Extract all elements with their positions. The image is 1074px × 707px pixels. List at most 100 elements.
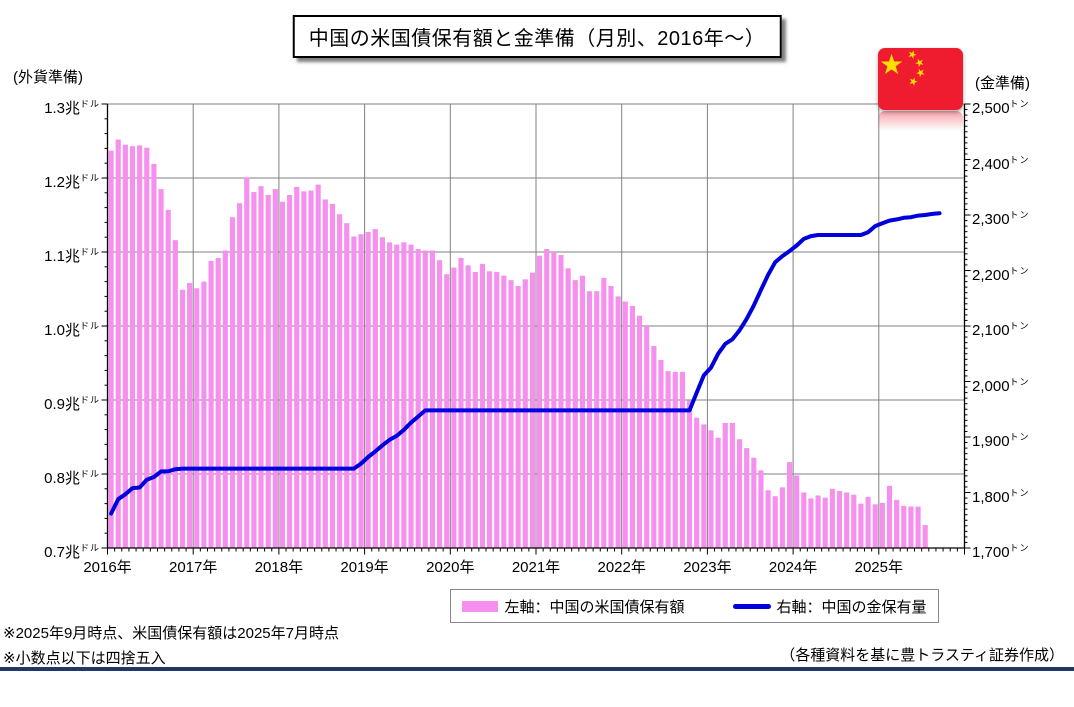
bar-us-treasury-holdings <box>922 525 928 548</box>
bar-us-treasury-holdings <box>465 265 471 548</box>
gold-reserves-line <box>109 211 942 516</box>
right-axis-tick-label: 1,800トン <box>972 487 1030 506</box>
bar-us-treasury-holdings <box>144 147 150 548</box>
bar-us-treasury-holdings <box>722 422 728 548</box>
bar-us-treasury-holdings <box>886 485 893 548</box>
left-axis-tick-label: 0.7兆ドル <box>44 543 100 561</box>
x-axis-tick-label: 2021年 <box>511 559 561 576</box>
bar-us-treasury-holdings <box>836 491 843 548</box>
bar-us-treasury-holdings <box>758 470 764 548</box>
chart-title: 中国の米国債保有額と金準備（月別、2016年～） <box>292 15 782 58</box>
bar-us-treasury-holdings <box>808 498 814 548</box>
legend-item-line: 右軸：中国の金保有量 <box>732 596 927 617</box>
bar-us-treasury-holdings <box>408 244 414 548</box>
bar-us-treasury-holdings <box>229 217 236 548</box>
x-axis-tick-label: 2016年 <box>83 559 132 576</box>
bar-us-treasury-holdings <box>729 422 735 548</box>
bar-us-treasury-holdings <box>208 260 214 548</box>
chart-plot <box>101 103 971 555</box>
bar-us-treasury-holdings <box>686 400 693 548</box>
x-axis-tick-label: 2022年 <box>597 559 646 576</box>
left-axis-header: (外貨準備) <box>13 69 83 86</box>
bar-us-treasury-holdings <box>622 301 628 548</box>
flag-star-icon: ★ <box>879 49 905 80</box>
bar-us-treasury-holdings <box>294 186 300 548</box>
bar-us-treasury-holdings <box>222 250 228 548</box>
left-axis-tick-label: 1.0兆ドル <box>44 321 100 339</box>
bar-us-treasury-holdings <box>201 281 207 548</box>
bar-us-treasury-holdings <box>694 417 700 548</box>
bar-us-treasury-holdings <box>194 288 200 548</box>
bar-us-treasury-holdings <box>122 144 128 548</box>
bar-us-treasury-holdings <box>715 437 721 548</box>
bar-us-treasury-holdings <box>794 475 800 548</box>
right-axis-tick-label: 2,500トン <box>972 99 1030 117</box>
right-axis-tick-label: 1,700トン <box>972 543 1030 561</box>
bar-us-treasury-holdings <box>801 492 807 548</box>
flag-star-icon: ★ <box>906 74 920 90</box>
bar-us-treasury-holdings <box>179 289 186 548</box>
bar-us-treasury-holdings <box>736 439 743 548</box>
bar-us-treasury-holdings <box>786 462 793 548</box>
bar-us-treasury-holdings <box>658 360 664 548</box>
bar-us-treasury-holdings <box>515 286 521 548</box>
bar-us-treasury-holdings <box>765 490 771 548</box>
bar-us-treasury-holdings <box>129 146 136 548</box>
bar-us-treasury-holdings <box>372 229 378 548</box>
bar-us-treasury-holdings <box>187 283 193 548</box>
bar-us-treasury-holdings <box>151 163 157 548</box>
bottom-rule <box>0 667 1074 671</box>
right-axis-tick-label: 2,400トン <box>972 154 1030 173</box>
bar-us-treasury-holdings <box>165 209 171 548</box>
bar-us-treasury-holdings <box>751 457 757 548</box>
bar-us-treasury-holdings <box>508 280 514 548</box>
footnote-rounding: ※小数点以下は四捨五入 <box>3 650 166 667</box>
x-axis-tick-label: 2017年 <box>169 559 218 576</box>
left-axis-tick-label: 0.9兆ドル <box>44 395 100 413</box>
bar-us-treasury-holdings <box>865 496 871 548</box>
x-axis-tick-label: 2018年 <box>254 559 304 576</box>
bar-us-treasury-holdings <box>558 254 564 548</box>
legend: 左軸：中国の米国債保有額 右軸：中国の金保有量 <box>450 589 939 623</box>
bar-us-treasury-holdings <box>594 291 600 548</box>
bar-us-treasury-holdings <box>636 315 643 548</box>
legend-label-bars: 左軸：中国の米国債保有額 <box>504 598 685 616</box>
x-axis-tick-label: 2024年 <box>768 559 818 576</box>
bar-us-treasury-holdings <box>415 249 421 549</box>
bar-us-treasury-holdings <box>422 250 428 548</box>
source-credit: （各種資料を基に豊トラスティ証券作成） <box>780 647 1064 664</box>
x-axis-tick-label: 2025年 <box>854 559 903 576</box>
bar-us-treasury-holdings <box>851 494 857 548</box>
bar-us-treasury-holdings <box>858 503 864 548</box>
bar-us-treasury-holdings <box>615 296 621 548</box>
bar-us-treasury-holdings <box>744 448 750 548</box>
bar-us-treasury-holdings <box>537 255 543 548</box>
legend-swatch-bar <box>462 600 499 612</box>
bar-us-treasury-holdings <box>137 145 143 548</box>
bar-us-treasury-holdings <box>279 201 286 548</box>
bar-us-treasury-holdings <box>315 184 321 548</box>
bar-us-treasury-holdings <box>844 492 850 548</box>
bar-us-treasury-holdings <box>394 244 400 548</box>
bar-us-treasury-holdings <box>237 203 243 548</box>
bar-us-treasury-holdings <box>915 506 921 548</box>
bar-us-treasury-holdings <box>879 502 885 548</box>
bar-us-treasury-holdings <box>629 306 635 548</box>
bar-us-treasury-holdings <box>344 223 350 548</box>
bar-us-treasury-holdings <box>901 505 907 548</box>
left-axis-tick-label: 1.1兆ドル <box>44 247 100 265</box>
bar-us-treasury-holdings <box>822 497 828 548</box>
bar-us-treasury-holdings <box>401 242 407 548</box>
right-axis-header: (金準備) <box>975 75 1030 92</box>
legend-item-bars: 左軸：中国の米国債保有額 <box>462 596 685 617</box>
x-axis-tick-label: 2019年 <box>340 559 389 576</box>
bar-us-treasury-holdings <box>772 496 778 548</box>
bar-us-treasury-holdings <box>351 236 357 548</box>
bar-us-treasury-holdings <box>337 214 343 548</box>
right-axis-tick-label: 2,300トン <box>972 210 1030 228</box>
bar-us-treasury-holdings <box>458 257 464 548</box>
bar-us-treasury-holdings <box>544 249 550 549</box>
bar-us-treasury-holdings <box>644 326 650 548</box>
bar-us-treasury-holdings <box>586 291 593 548</box>
